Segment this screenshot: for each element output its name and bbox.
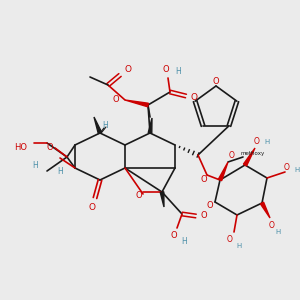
Text: O: O bbox=[201, 212, 207, 220]
Text: O: O bbox=[112, 95, 119, 104]
Polygon shape bbox=[260, 202, 270, 218]
Text: O: O bbox=[284, 164, 290, 172]
Text: O: O bbox=[47, 142, 53, 152]
Polygon shape bbox=[148, 118, 152, 133]
Polygon shape bbox=[94, 117, 102, 134]
Text: O: O bbox=[207, 200, 213, 209]
Text: methoxy: methoxy bbox=[241, 152, 265, 157]
Text: H: H bbox=[181, 236, 187, 245]
Text: O: O bbox=[190, 92, 197, 101]
Text: H: H bbox=[102, 122, 108, 130]
Text: H: H bbox=[236, 243, 242, 249]
Text: O: O bbox=[227, 236, 233, 244]
Text: H: H bbox=[57, 167, 63, 176]
Text: HO: HO bbox=[14, 143, 27, 152]
Text: O: O bbox=[229, 151, 235, 160]
Text: H: H bbox=[264, 139, 270, 145]
Polygon shape bbox=[243, 148, 255, 166]
Polygon shape bbox=[218, 162, 228, 181]
Polygon shape bbox=[125, 100, 148, 107]
Text: O: O bbox=[171, 232, 177, 241]
Text: O: O bbox=[213, 76, 219, 85]
Text: O: O bbox=[254, 136, 260, 146]
Text: O: O bbox=[136, 190, 142, 200]
Text: O: O bbox=[88, 203, 95, 212]
Text: O: O bbox=[201, 176, 207, 184]
Text: H: H bbox=[294, 167, 300, 173]
Text: H: H bbox=[175, 67, 181, 76]
Text: H: H bbox=[32, 160, 38, 169]
Text: O: O bbox=[124, 65, 131, 74]
Text: O: O bbox=[163, 64, 169, 74]
Text: O: O bbox=[269, 220, 275, 230]
Text: H: H bbox=[275, 229, 281, 235]
Polygon shape bbox=[160, 192, 164, 207]
